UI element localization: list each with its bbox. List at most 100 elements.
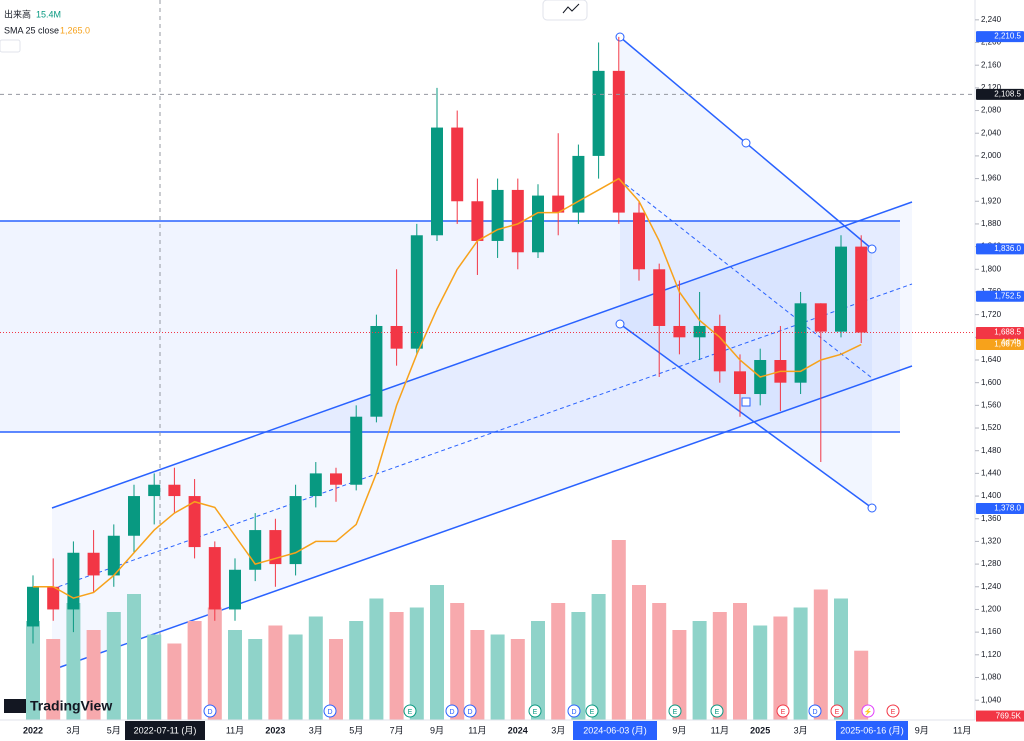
event-icon: [445, 704, 459, 718]
candle-body: [835, 246, 847, 332]
volume-bar: [389, 612, 404, 720]
date-label: 2022-07-11 (月): [134, 725, 197, 735]
price-label-box: [976, 339, 1024, 351]
candle-body: [491, 189, 504, 241]
date-label-box: [836, 721, 908, 740]
logo-text: TradingView: [30, 698, 112, 714]
handle[interactable]: [615, 319, 625, 329]
x-tick-label: 5月: [349, 725, 363, 735]
date-label: 2025-06-16 (月): [840, 725, 904, 735]
event-label: E: [590, 709, 595, 716]
volume-bar: [632, 585, 646, 720]
price-label-box: [976, 243, 1024, 255]
volume-bar: [793, 607, 808, 720]
channel-top[interactable]: [51, 201, 913, 509]
candle-body: [208, 547, 221, 610]
event-label: D: [467, 709, 472, 716]
volume-bar: [510, 639, 525, 720]
price-label: 2,108.5: [994, 90, 1021, 99]
candle-body: [350, 416, 363, 485]
countdown: 4d 4h: [1001, 338, 1021, 347]
x-tick-label: 11月: [468, 725, 486, 735]
candle-body: [27, 586, 39, 627]
x-tick-label: 2025: [750, 725, 770, 735]
candle-body: [47, 586, 60, 610]
volume-bar: [531, 621, 545, 720]
volume-bar: [66, 603, 81, 720]
handle[interactable]: [741, 138, 751, 148]
volume-bar: [854, 650, 869, 720]
y-tick-label: 2,000: [981, 151, 1002, 160]
handle[interactable]: [615, 32, 625, 42]
volume-bar: [147, 634, 162, 720]
down-channel-fill: [620, 37, 872, 508]
candle-body: [410, 235, 423, 349]
event-label: D: [449, 709, 454, 716]
candle-body: [532, 195, 544, 253]
candle-body: [148, 484, 161, 497]
event-icon: [528, 704, 542, 718]
channel-bottom[interactable]: [51, 365, 913, 671]
y-tick-label: 1,120: [981, 650, 1002, 659]
event-label: E: [835, 709, 840, 716]
event-label: ⚡: [864, 707, 873, 716]
volume-bar: [127, 594, 141, 720]
handle[interactable]: [867, 503, 877, 513]
volume-bar: [167, 643, 182, 720]
toolbar-icon: [562, 3, 580, 14]
x-tick-label: 2024: [508, 725, 528, 735]
x-tick-label: 7月: [390, 725, 404, 735]
y-tick-label: 1,720: [981, 310, 1002, 319]
candle-body: [451, 127, 464, 202]
y-tick-label: 1,880: [981, 219, 1002, 228]
y-tick-label: 1,920: [981, 196, 1002, 205]
x-tick-label: 9月: [915, 725, 929, 735]
x-tick-label: 9月: [430, 725, 444, 735]
legend-volume: 出来高: [4, 8, 31, 19]
price-label: 2,210.5: [994, 32, 1021, 41]
event-label: E: [673, 709, 678, 716]
volume-bar: [753, 625, 768, 720]
volume-bar: [692, 621, 707, 720]
price-label: 1,378.0: [994, 504, 1021, 513]
candle-body: [633, 212, 645, 270]
x-tick-label: 2023: [265, 725, 285, 735]
event-icon: [403, 704, 417, 718]
y-tick-label: 1,560: [981, 400, 1002, 409]
price-label: 1,667.3: [994, 340, 1021, 349]
x-tick-label: 3月: [66, 725, 80, 735]
y-tick-label: 1,960: [981, 174, 1002, 183]
candle-body: [128, 496, 140, 536]
volume-bar: [672, 630, 687, 720]
x-tick-label: 11月: [226, 725, 244, 735]
y-tick-label: 1,520: [981, 423, 1002, 432]
volume-bar: [652, 603, 667, 720]
candle-body: [87, 552, 100, 576]
volume-bar: [712, 612, 727, 720]
price-label: 1,688.5: [994, 328, 1021, 337]
volume-bar: [26, 621, 40, 720]
event-label: E: [533, 709, 538, 716]
event-icon: [567, 704, 581, 718]
down-channel-bottom[interactable]: [619, 323, 873, 509]
event-label: E: [891, 709, 896, 716]
y-tick-label: 2,160: [981, 60, 1002, 69]
x-tick-label: 3月: [551, 725, 565, 735]
legend-sma: SMA 25 close: [4, 25, 59, 35]
volume-bar: [369, 598, 384, 720]
y-tick-label: 1,480: [981, 446, 1002, 455]
y-tick-label: 1,400: [981, 491, 1002, 500]
handle[interactable]: [867, 244, 877, 254]
price-label: 1,752.5: [994, 291, 1021, 300]
volume-label-box: [976, 710, 1024, 722]
handle[interactable]: [741, 397, 751, 407]
candle-body: [309, 473, 322, 497]
candle-body: [107, 535, 120, 576]
volume-bar: [207, 607, 222, 720]
event-icon: [710, 704, 724, 718]
candle-body: [229, 569, 241, 610]
collapse-button[interactable]: [0, 39, 21, 53]
plot: D D E D D E D E E E E D E ⚡ E: [0, 36, 975, 720]
price-label: 1,836.0: [994, 244, 1021, 253]
